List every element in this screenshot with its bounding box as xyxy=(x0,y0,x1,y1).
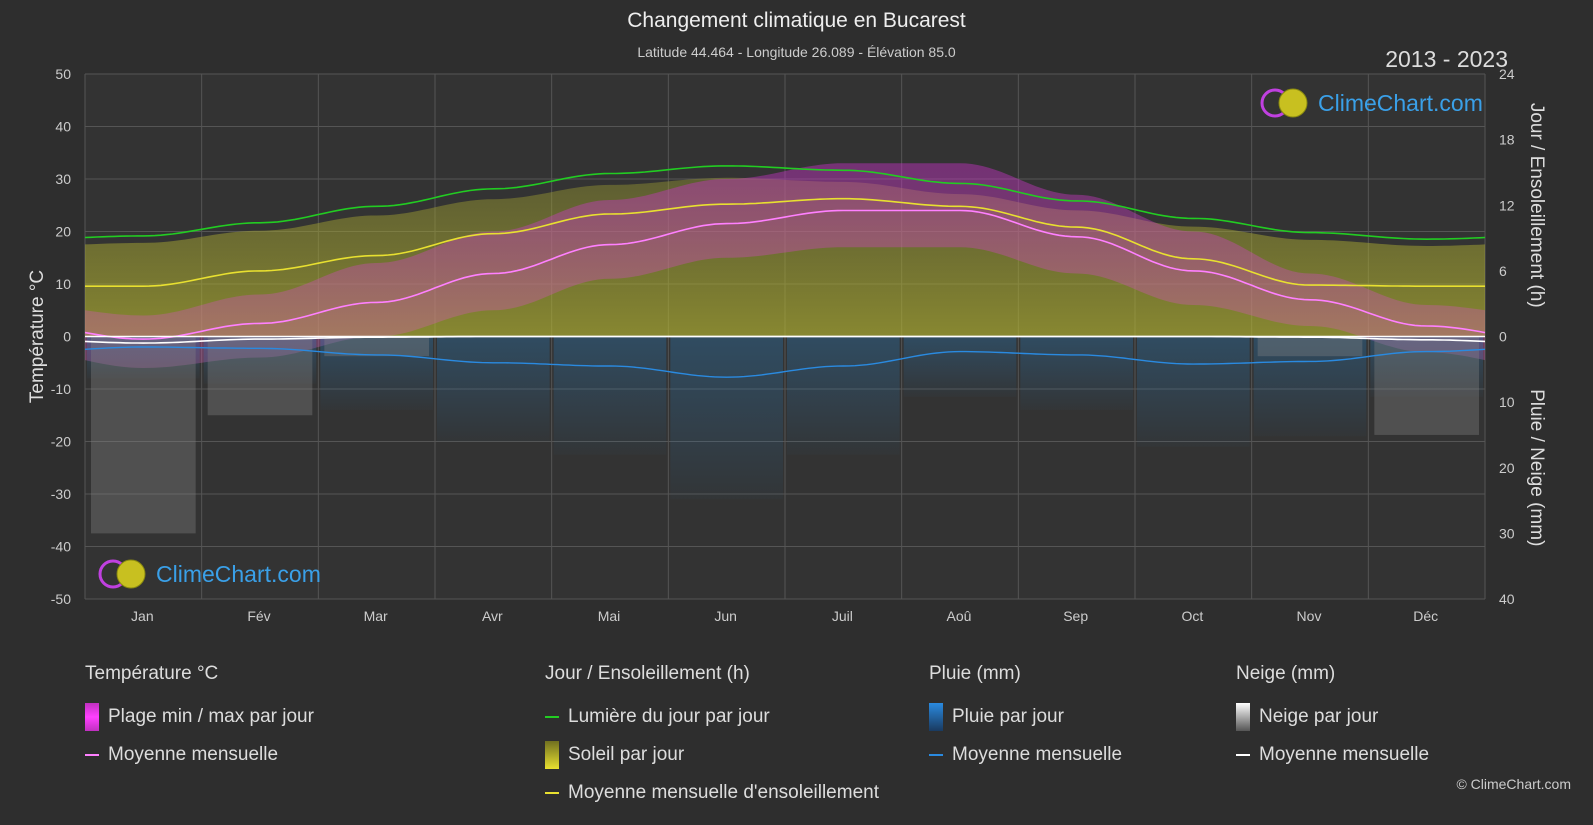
y-tick-label: -20 xyxy=(51,434,71,450)
line-swatch xyxy=(929,754,943,756)
x-tick-label: Jan xyxy=(131,608,154,624)
rain-bar xyxy=(670,336,783,500)
x-tick-label: Déc xyxy=(1413,608,1438,624)
x-tick-label: Mai xyxy=(598,608,621,624)
y-tick-label: -30 xyxy=(51,486,71,502)
logo-bottom[interactable]: ClimeChart.com xyxy=(96,557,321,591)
sunshine-mean-line xyxy=(85,197,1485,287)
rain-bar xyxy=(1370,336,1483,397)
y3-tick-label: 20 xyxy=(1499,460,1515,476)
axes: 50 40 30 20 10 0 -10 -20 -30 -40 -50 24 18 12 6 0 10 20 30… xyxy=(27,66,1547,624)
x-tick-label: Juil xyxy=(832,608,853,624)
rain-bar xyxy=(1137,336,1250,447)
rain-bar xyxy=(203,336,317,384)
y2-tick-label: 12 xyxy=(1499,197,1515,213)
y3-tick-label: 10 xyxy=(1499,394,1515,410)
x-tick-label: Jun xyxy=(714,608,737,624)
y-axis-title: Température °C xyxy=(27,270,48,403)
logo-icon xyxy=(1260,88,1308,118)
line-swatch xyxy=(1236,754,1250,756)
line-swatch xyxy=(545,716,559,718)
legend-item: Plage min / max par jour xyxy=(85,698,314,736)
y3-tick-label: 30 xyxy=(1499,525,1515,541)
legend-title: Température °C xyxy=(85,663,219,684)
y-tick-label: 40 xyxy=(55,119,71,135)
rain-swatch xyxy=(929,703,943,731)
snow-bar xyxy=(324,336,429,357)
chart-subtitle: Latitude 44.464 - Longitude 26.089 - Élé… xyxy=(637,44,956,60)
temperature-mean-line xyxy=(84,209,1486,340)
legend-item: Moyenne mensuelle xyxy=(929,736,1122,774)
legend-item: Neige par jour xyxy=(1236,698,1429,736)
x-tick-label: Aoû xyxy=(947,608,972,624)
x-tick-label: Avr xyxy=(482,608,503,624)
copyright: © ClimeChart.com xyxy=(1456,776,1571,792)
x-tick-label: Nov xyxy=(1297,608,1322,624)
y2-tick-label: 24 xyxy=(1499,66,1515,82)
y2-tick-label: 6 xyxy=(1499,263,1507,279)
legend-item: Soleil par jour xyxy=(545,736,879,774)
logo-text: ClimeChart.com xyxy=(1318,89,1483,116)
y3-axis-title: Pluie / Neige (mm) xyxy=(1526,389,1547,546)
legend-temperature: Température °C Plage min / max par jour … xyxy=(85,663,314,774)
sun-swatch xyxy=(545,741,559,769)
legend-title: Neige (mm) xyxy=(1236,663,1336,684)
y-tick-label: 30 xyxy=(55,171,71,187)
logo-text: ClimeChart.com xyxy=(156,560,321,587)
rain-bar xyxy=(320,336,433,410)
rain-bar xyxy=(1020,336,1133,410)
y-tick-label: -50 xyxy=(51,591,71,607)
snow-bar xyxy=(91,336,196,534)
x-tick-label: Fév xyxy=(247,608,270,624)
rain-bar xyxy=(903,336,1017,397)
y-tick-label: 10 xyxy=(55,276,71,292)
x-tick-label: Mar xyxy=(364,608,388,624)
y-tick-label: 20 xyxy=(55,224,71,240)
x-tick-label: Oct xyxy=(1181,608,1203,624)
legend-item: Moyenne mensuelle d'ensoleillement xyxy=(545,774,879,812)
legend-rain: Pluie (mm) Pluie par jour Moyenne mensue… xyxy=(929,663,1122,774)
snow-bar xyxy=(1257,336,1363,357)
y-tick-label: -10 xyxy=(51,381,71,397)
logo-icon xyxy=(98,559,146,589)
rain-bar xyxy=(553,336,667,455)
rain-mean-line xyxy=(84,346,1486,378)
legend-item: Lumière du jour par jour xyxy=(545,698,879,736)
legend-item: Pluie par jour xyxy=(929,698,1122,736)
legend-item: Moyenne mensuelle xyxy=(85,736,314,774)
rain-bar xyxy=(787,336,900,455)
range-swatch xyxy=(85,703,99,731)
y-tick-label: 0 xyxy=(63,329,71,345)
legend-sun: Jour / Ensoleillement (h) Lumière du jou… xyxy=(545,663,879,812)
y2-tick-label: 18 xyxy=(1499,132,1515,148)
rain-bar xyxy=(437,336,550,442)
chart-title: Changement climatique en Bucarest xyxy=(627,9,966,32)
y3-tick-label: 40 xyxy=(1499,591,1515,607)
line-swatch xyxy=(85,754,99,756)
climate-chart: 50 40 30 20 10 0 -10 -20 -30 -40 -50 24 18 12 6 0 10 20 30… xyxy=(27,66,1547,624)
legend-title: Jour / Ensoleillement (h) xyxy=(545,663,750,684)
y2-axis-title: Jour / Ensoleillement (h) xyxy=(1526,103,1547,308)
y-tick-label: 50 xyxy=(55,66,71,82)
legend-snow: Neige (mm) Neige par jour Moyenne mensue… xyxy=(1236,663,1429,774)
snow-swatch xyxy=(1236,703,1250,731)
daylight-line xyxy=(84,165,1486,241)
x-tick-label: Sep xyxy=(1063,608,1088,624)
legend-title: Pluie (mm) xyxy=(929,663,1021,684)
temperature-range-band xyxy=(85,163,1485,368)
year-range: 2013 - 2023 xyxy=(1385,46,1508,72)
rain-bar xyxy=(1253,336,1367,437)
logo-top[interactable]: ClimeChart.com xyxy=(1258,86,1483,120)
y-tick-label: -40 xyxy=(51,539,71,555)
series-lines xyxy=(84,165,1486,378)
y2-tick-label: 0 xyxy=(1499,329,1507,345)
legend-item: Moyenne mensuelle xyxy=(1236,736,1429,774)
line-swatch xyxy=(545,792,559,794)
